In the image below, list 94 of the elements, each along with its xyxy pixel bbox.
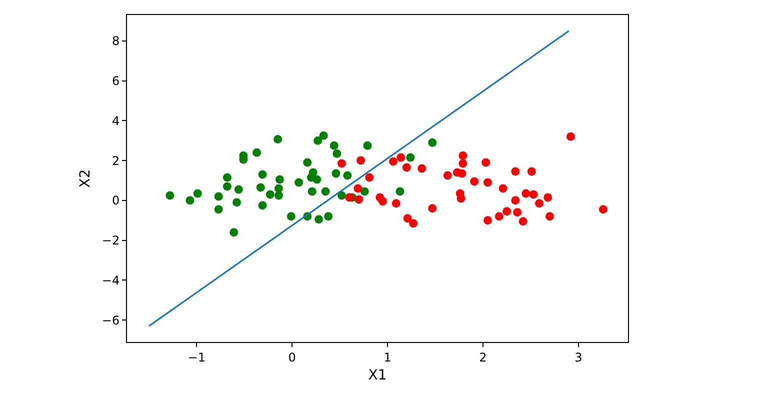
point [482, 158, 490, 167]
x-tick-label: 1 [384, 350, 392, 364]
point [360, 187, 369, 196]
point [332, 149, 342, 158]
point [396, 153, 406, 162]
point [483, 216, 492, 225]
point [392, 199, 400, 208]
x-tick-label: 2 [479, 350, 487, 364]
point [252, 148, 262, 157]
point [458, 169, 466, 178]
point [256, 183, 265, 192]
point [527, 167, 536, 176]
point [406, 153, 415, 162]
point [274, 134, 282, 144]
y-tick-label: 0 [112, 194, 120, 208]
point [535, 199, 544, 208]
point [458, 159, 468, 168]
point [502, 207, 512, 216]
point [470, 177, 479, 186]
x-tick-label: −1 [188, 350, 206, 364]
point [330, 141, 338, 150]
point [308, 168, 318, 177]
point [494, 212, 504, 221]
y-tick-label: −2 [102, 234, 120, 248]
point [319, 131, 328, 140]
point [275, 175, 284, 184]
point [498, 184, 508, 193]
point [294, 178, 304, 187]
point [274, 184, 283, 193]
point [314, 136, 322, 145]
y-tick-label: 8 [112, 34, 120, 48]
point [396, 187, 404, 196]
point [598, 205, 608, 214]
point [483, 178, 492, 187]
point [258, 201, 267, 210]
point [389, 157, 398, 166]
x-axis-title: X1 [368, 368, 387, 384]
point [356, 156, 366, 165]
point [303, 158, 312, 167]
point [258, 170, 267, 179]
point [428, 138, 437, 147]
point [522, 189, 530, 198]
point [230, 228, 238, 237]
point [343, 171, 352, 180]
point [363, 141, 372, 150]
point [409, 219, 418, 228]
point [234, 185, 243, 194]
x-tick-label: 0 [288, 350, 296, 364]
point [314, 215, 324, 224]
point [312, 175, 322, 184]
point [337, 159, 346, 168]
point [222, 182, 232, 191]
point [332, 169, 340, 178]
point [418, 164, 426, 173]
y-tick-label: −4 [102, 273, 120, 288]
point [186, 196, 194, 205]
point [544, 193, 552, 202]
point [378, 197, 387, 206]
point [274, 191, 283, 200]
point [513, 208, 522, 217]
point [321, 187, 330, 196]
point [365, 173, 374, 182]
point [511, 196, 520, 205]
x-tick-label: 3 [574, 350, 582, 364]
point [266, 190, 274, 199]
point [324, 212, 333, 221]
point [529, 190, 538, 199]
point [428, 204, 437, 213]
point [518, 217, 528, 226]
y-tick-label: 6 [112, 74, 120, 88]
point [222, 173, 232, 182]
point [443, 171, 452, 180]
point [214, 205, 223, 214]
point [337, 191, 346, 200]
point [403, 214, 412, 223]
y-axis-title: X2 [77, 169, 94, 188]
point [354, 184, 362, 193]
y-tick-label: 4 [112, 114, 120, 128]
point [546, 212, 554, 221]
point [456, 194, 466, 203]
point [308, 187, 316, 196]
point [354, 195, 364, 204]
point [166, 191, 174, 200]
point [345, 193, 354, 202]
point [232, 198, 241, 207]
point [193, 189, 202, 198]
point [511, 167, 520, 176]
y-tick-label: 2 [112, 154, 120, 168]
point [458, 151, 468, 160]
point [402, 163, 411, 172]
point [286, 212, 296, 221]
y-tick-label: −6 [102, 313, 120, 328]
point [566, 132, 575, 141]
point [214, 192, 223, 201]
